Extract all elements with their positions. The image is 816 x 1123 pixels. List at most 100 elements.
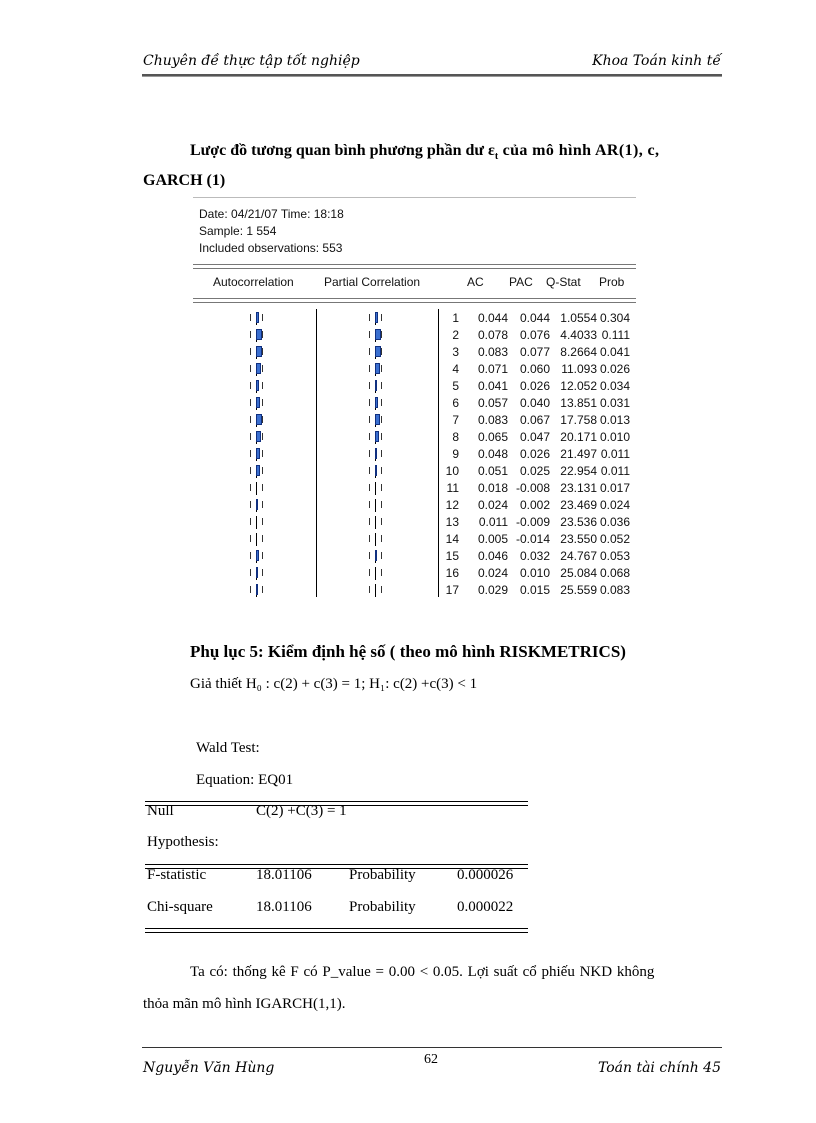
confidence-bound-tick: [262, 467, 263, 474]
ac-value: 0.083: [477, 413, 508, 427]
ac-bar: [256, 312, 260, 323]
pac-value: 0.067: [519, 413, 550, 427]
correlogram-row: 15 0.046 0.032 24.767 0.053: [193, 548, 636, 565]
pac-value: -0.014: [515, 532, 550, 546]
qstat-value: 24.767: [560, 549, 597, 563]
confidence-bound-tick: [381, 348, 382, 355]
prob-value: 0.024: [600, 498, 631, 512]
correlogram-row: 13 0.011 -0.009 23.536 0.036: [193, 514, 636, 531]
intro-text: Lược đồ tương quan bình phương phần dư ε: [190, 142, 495, 159]
ev-obs: Included observations: 553: [199, 241, 343, 255]
prob-value: 0.011: [600, 447, 630, 461]
zero-axis: [375, 567, 376, 580]
confidence-bound-tick: [369, 399, 370, 406]
null-value: C(2) +C(3) = 1: [256, 803, 347, 819]
ac-value: 0.046: [477, 549, 508, 563]
pac-value: -0.008: [515, 481, 550, 495]
confidence-bound-tick: [250, 416, 251, 423]
ac-bar: [256, 346, 263, 357]
pac-value: 0.060: [519, 362, 550, 376]
qstat-value: 4.4033: [560, 328, 597, 342]
confidence-bound-tick: [381, 552, 382, 559]
confidence-bound-tick: [262, 314, 263, 321]
confidence-bound-tick: [262, 399, 263, 406]
prob-value: 0.041: [600, 345, 631, 359]
lag: 3: [452, 345, 459, 359]
correlogram-row: 17 0.029 0.015 25.559 0.083: [193, 582, 636, 599]
pac-bar: [375, 380, 377, 391]
confidence-bound-tick: [369, 518, 370, 525]
page-number: 62: [424, 1052, 438, 1067]
ac-value: 0.071: [477, 362, 508, 376]
intro-text-end: của mô hình AR(1), c,: [498, 142, 660, 159]
zero-axis: [256, 516, 257, 529]
intro-line1: Lược đồ tương quan bình phương phần dư ε…: [190, 142, 659, 162]
confidence-bound-tick: [262, 416, 263, 423]
zero-axis: [375, 482, 376, 495]
confidence-bound-tick: [262, 569, 263, 576]
lag: 14: [445, 532, 459, 546]
pac-bar: [375, 346, 381, 357]
lag: 4: [452, 362, 459, 376]
correlogram-row: 4 0.071 0.060 11.093 0.026: [193, 361, 636, 378]
ac-value: 0.048: [477, 447, 508, 461]
confidence-bound-tick: [250, 535, 251, 542]
ac-bar: [256, 414, 263, 425]
confidence-bound-tick: [262, 501, 263, 508]
confidence-bound-tick: [250, 382, 251, 389]
confidence-bound-tick: [262, 331, 263, 338]
pac-bar: [375, 397, 378, 408]
qstat-value: 11.093: [561, 362, 597, 376]
correlogram-row: 2 0.078 0.076 4.4033 0.111: [193, 327, 636, 344]
pac-value: 0.032: [519, 549, 550, 563]
qstat-value: 13.851: [560, 396, 597, 410]
confidence-bound-tick: [381, 518, 382, 525]
correlogram-row: 14 0.005 -0.014 23.550 0.052: [193, 531, 636, 548]
qstat-value: 22.954: [560, 464, 597, 478]
confidence-bound-tick: [250, 314, 251, 321]
confidence-bound-tick: [262, 348, 263, 355]
col-ac: AC: [467, 275, 484, 289]
zero-axis: [375, 584, 376, 597]
ac-bar: [256, 550, 260, 561]
confidence-bound-tick: [250, 569, 251, 576]
confidence-bound-tick: [381, 467, 382, 474]
correlogram-row: 5 0.041 0.026 12.052 0.034: [193, 378, 636, 395]
zero-axis: [256, 482, 257, 495]
pac-bar: [375, 448, 377, 459]
qstat-value: 12.052: [560, 379, 597, 393]
ac-value: 0.065: [477, 430, 508, 444]
ac-value: 0.024: [477, 498, 508, 512]
confidence-bound-tick: [262, 586, 263, 593]
confidence-bound-tick: [369, 501, 370, 508]
confidence-bound-tick: [381, 586, 382, 593]
prob-value: 0.111: [601, 328, 630, 342]
lag: 8: [452, 430, 459, 444]
pac-value: 0.002: [519, 498, 550, 512]
conclusion-line1: Ta có: thống kê F có P_value = 0.00 < 0.…: [190, 964, 655, 980]
pac-value: 0.044: [519, 311, 550, 325]
lag: 16: [445, 566, 459, 580]
confidence-bound-tick: [381, 399, 382, 406]
confidence-bound-tick: [381, 416, 382, 423]
pac-bar: [375, 312, 379, 323]
ac-bar: [256, 465, 260, 476]
confidence-bound-tick: [369, 382, 370, 389]
ac-bar: [256, 363, 262, 374]
pac-value: 0.040: [519, 396, 550, 410]
ac-value: 0.024: [477, 566, 508, 580]
header-divider: [142, 74, 722, 77]
pac-value: 0.026: [519, 379, 550, 393]
lag: 15: [445, 549, 459, 563]
confidence-bound-tick: [262, 433, 263, 440]
confidence-bound-tick: [369, 416, 370, 423]
qstat-value: 23.469: [560, 498, 597, 512]
col-autocorrelation: Autocorrelation: [213, 275, 294, 289]
confidence-bound-tick: [250, 501, 251, 508]
correlogram-row: 6 0.057 0.040 13.851 0.031: [193, 395, 636, 412]
qstat-value: 25.084: [560, 566, 597, 580]
correlogram-row: 1 0.044 0.044 1.0554 0.304: [193, 310, 636, 327]
prob-value: 0.052: [600, 532, 631, 546]
zero-axis: [375, 516, 376, 529]
null-label: Null: [147, 803, 174, 819]
